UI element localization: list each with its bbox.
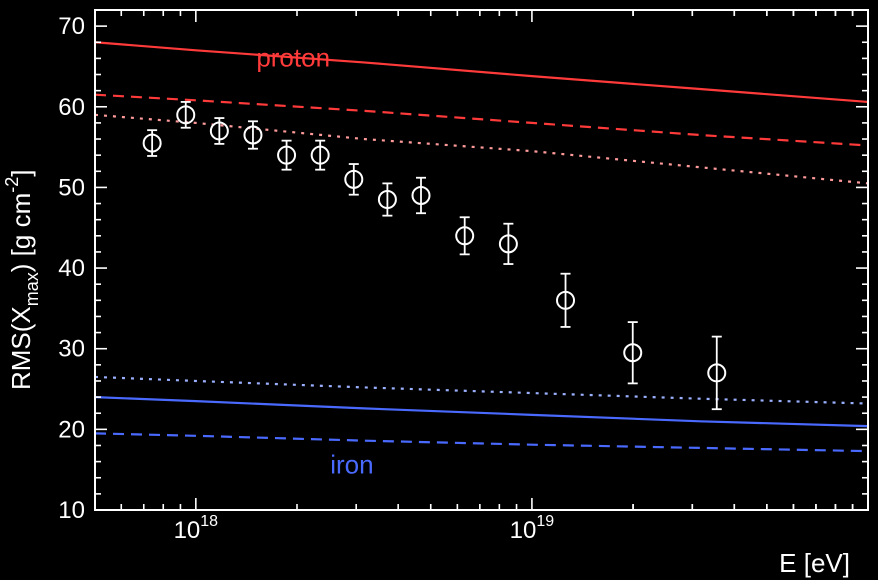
y-tick-label: 70: [58, 13, 85, 40]
y-tick-label: 60: [58, 94, 85, 121]
rms-xmax-chart: 1020304050607010181019E [eV]RMS(Xmax) [g…: [0, 0, 878, 580]
y-tick-label: 40: [58, 255, 85, 282]
chart-svg: 1020304050607010181019E [eV]RMS(Xmax) [g…: [0, 0, 878, 580]
series-label: iron: [330, 450, 373, 480]
y-tick-label: 10: [58, 497, 85, 524]
y-tick-label: 20: [58, 416, 85, 443]
chart-bg: [0, 0, 878, 580]
x-axis-label: E [eV]: [779, 548, 850, 578]
y-tick-label: 30: [58, 336, 85, 363]
series-label: proton: [256, 42, 330, 72]
y-tick-label: 50: [58, 174, 85, 201]
